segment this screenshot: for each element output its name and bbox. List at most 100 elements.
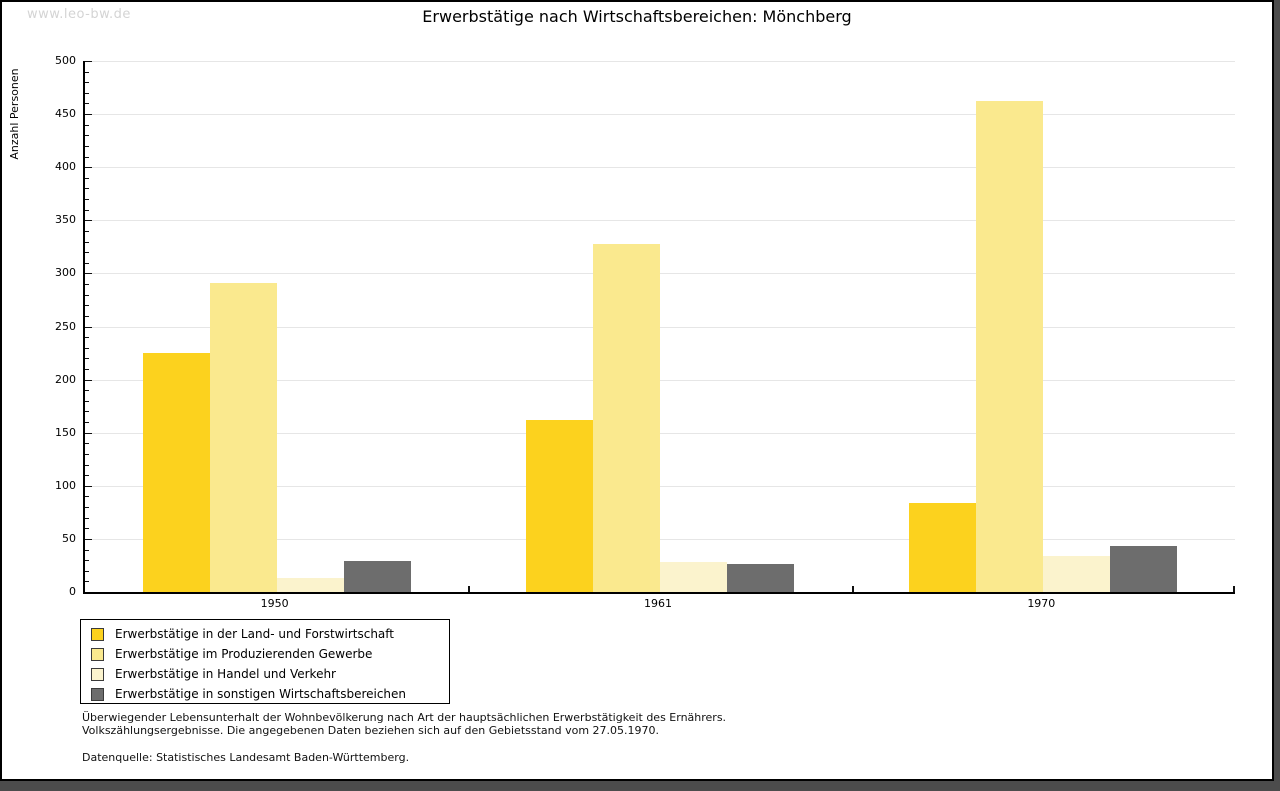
legend-color-swatch bbox=[91, 687, 104, 701]
y-major-tick bbox=[85, 379, 92, 381]
y-gridline bbox=[85, 273, 1235, 275]
y-minor-tick bbox=[85, 103, 89, 105]
legend-item: Erwerbstätige in sonstigen Wirtschaftsbe… bbox=[81, 684, 449, 704]
y-tick-label: 450 bbox=[55, 107, 76, 121]
y-minor-tick bbox=[85, 464, 89, 466]
y-minor-tick bbox=[85, 305, 89, 307]
y-minor-tick bbox=[85, 411, 89, 413]
y-gridline bbox=[85, 379, 1235, 381]
y-tick-label: 150 bbox=[55, 425, 76, 439]
y-minor-tick bbox=[85, 560, 89, 562]
bar bbox=[727, 564, 794, 592]
bar bbox=[142, 353, 210, 592]
y-minor-tick bbox=[85, 92, 89, 94]
y-tick-label: 0 bbox=[69, 585, 76, 598]
y-minor-tick bbox=[85, 496, 89, 498]
y-gridline bbox=[85, 61, 1235, 62]
y-minor-tick bbox=[85, 156, 89, 158]
bar bbox=[1043, 556, 1111, 592]
y-minor-tick bbox=[85, 177, 89, 179]
y-gridline bbox=[85, 485, 1235, 487]
legend-color-swatch bbox=[91, 647, 104, 661]
y-minor-tick bbox=[85, 124, 89, 126]
bar bbox=[909, 503, 977, 592]
x-tick-label: 1961 bbox=[643, 597, 672, 610]
y-gridline bbox=[85, 220, 1235, 222]
y-minor-tick bbox=[85, 199, 89, 201]
legend-item-label: Erwerbstätige im Produzierenden Gewerbe bbox=[115, 647, 373, 661]
y-minor-tick bbox=[85, 241, 89, 243]
bar bbox=[976, 101, 1044, 592]
site-watermark: www.leo-bw.de bbox=[27, 7, 131, 22]
data-source-note: Datenquelle: Statistisches Landesamt Bad… bbox=[82, 751, 410, 764]
y-major-tick bbox=[85, 485, 92, 487]
y-minor-tick bbox=[85, 570, 89, 572]
y-major-tick bbox=[85, 167, 92, 169]
x-tick bbox=[468, 586, 471, 592]
legend-item-label: Erwerbstätige in sonstigen Wirtschaftsbe… bbox=[115, 687, 407, 701]
legend-item: Erwerbstätige in der Land- und Forstwirt… bbox=[81, 624, 449, 644]
y-minor-tick bbox=[85, 145, 89, 147]
y-minor-tick bbox=[85, 230, 89, 232]
bar bbox=[526, 420, 593, 592]
y-minor-tick bbox=[85, 358, 89, 360]
y-minor-tick bbox=[85, 475, 89, 477]
y-major-tick bbox=[85, 326, 92, 328]
y-tick-label: 250 bbox=[55, 319, 76, 333]
y-minor-tick bbox=[85, 262, 89, 264]
y-major-tick bbox=[85, 220, 92, 222]
y-minor-tick bbox=[85, 528, 89, 530]
legend-item-label: Erwerbstätige in der Land- und Forstwirt… bbox=[115, 627, 394, 641]
y-gridline bbox=[85, 326, 1235, 328]
y-major-tick bbox=[85, 114, 92, 116]
y-gridline bbox=[85, 167, 1235, 169]
y-major-tick bbox=[85, 538, 92, 540]
legend-item: Erwerbstätige im Produzierenden Gewerbe bbox=[81, 644, 449, 664]
y-minor-tick bbox=[85, 422, 89, 424]
y-tick-label: 100 bbox=[55, 478, 76, 492]
y-tick-label: 400 bbox=[55, 160, 76, 174]
bar bbox=[593, 244, 660, 592]
footnote-line-2: Volkszählungsergebnisse. Die angegebenen… bbox=[82, 724, 660, 737]
y-gridline bbox=[85, 538, 1235, 540]
y-minor-tick bbox=[85, 284, 89, 286]
bar bbox=[276, 578, 344, 592]
y-minor-tick bbox=[85, 549, 89, 551]
plot-area bbox=[83, 61, 1235, 594]
y-minor-tick bbox=[85, 337, 89, 339]
y-major-tick bbox=[85, 273, 92, 275]
footnote: Überwiegender Lebensunterhalt der Wohnbe… bbox=[82, 711, 726, 737]
y-gridline bbox=[85, 114, 1235, 116]
y-minor-tick bbox=[85, 294, 89, 296]
y-minor-tick bbox=[85, 581, 89, 583]
legend-color-swatch bbox=[91, 667, 104, 681]
y-major-tick bbox=[85, 61, 92, 62]
y-minor-tick bbox=[85, 517, 89, 519]
y-gridline bbox=[85, 432, 1235, 434]
y-tick-label: 500 bbox=[55, 54, 76, 67]
y-minor-tick bbox=[85, 347, 89, 349]
x-tick-label: 1950 bbox=[260, 597, 289, 610]
legend-item: Erwerbstätige in Handel und Verkehr bbox=[81, 664, 449, 684]
y-major-tick bbox=[85, 432, 92, 434]
y-minor-tick bbox=[85, 400, 89, 402]
y-minor-tick bbox=[85, 252, 89, 254]
x-tick-label: 1970 bbox=[1027, 597, 1056, 610]
y-minor-tick bbox=[85, 82, 89, 84]
y-minor-tick bbox=[85, 188, 89, 190]
y-tick-label: 350 bbox=[55, 213, 76, 227]
y-minor-tick bbox=[85, 443, 89, 445]
y-minor-tick bbox=[85, 507, 89, 509]
y-minor-tick bbox=[85, 209, 89, 211]
chart-title: Erwerbstätige nach Wirtschaftsbereichen:… bbox=[422, 7, 852, 26]
y-minor-tick bbox=[85, 368, 89, 370]
bar bbox=[660, 562, 727, 592]
y-tick-label: 200 bbox=[55, 372, 76, 386]
bar bbox=[343, 561, 411, 592]
y-minor-tick bbox=[85, 453, 89, 455]
y-minor-tick bbox=[85, 71, 89, 73]
y-tick-label: 300 bbox=[55, 266, 76, 280]
bar bbox=[209, 283, 277, 592]
